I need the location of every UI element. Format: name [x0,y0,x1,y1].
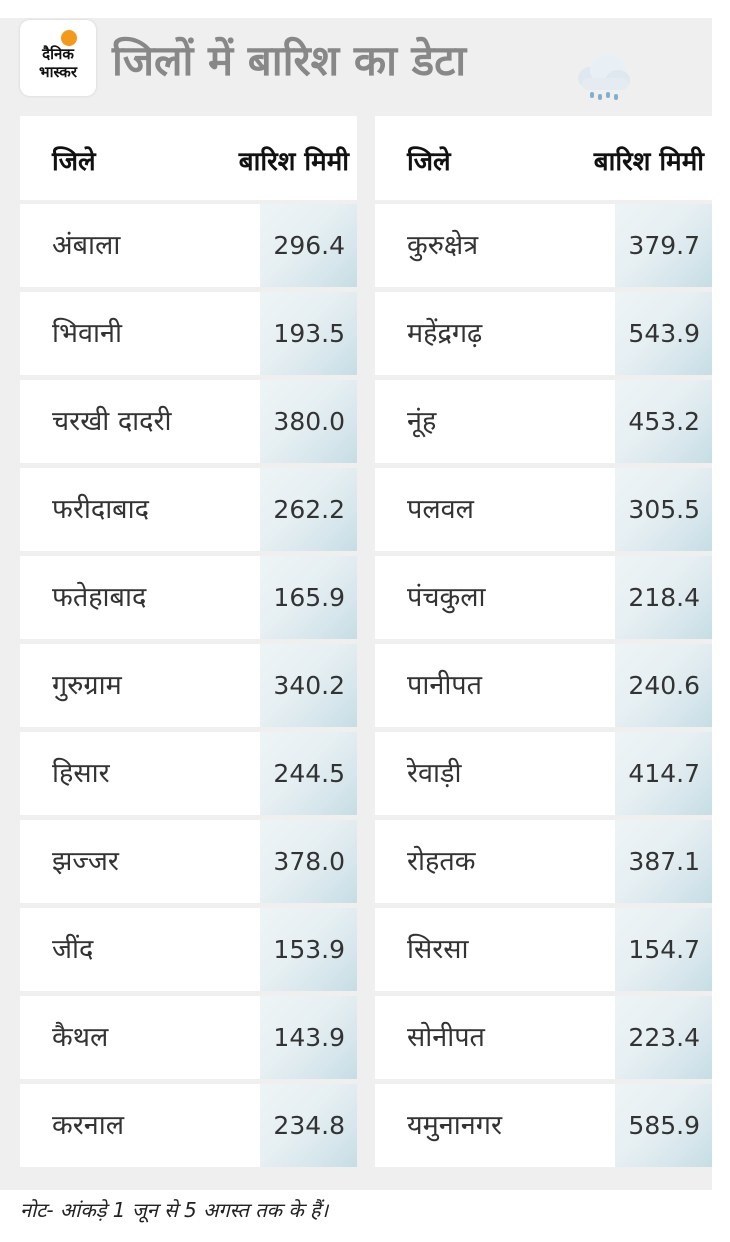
district-name: सोनीपत [407,1022,485,1053]
district-name: पानीपत [407,670,483,701]
table-row: सोनीपत 223.4 [375,996,712,1079]
rainfall-value: 296.4 [260,204,357,287]
rainfall-value: 153.9 [260,908,357,991]
header-district: जिले [407,147,451,177]
district-name: जींद [52,934,94,965]
district-name: झज्जर [52,846,119,877]
rainfall-value: 378.0 [260,820,357,903]
header-rainfall: बारिश मिमी [238,147,349,177]
footnote: नोट- आंकड़े 1 जून से 5 अगस्त तक के हैं। [20,1198,329,1222]
rainfall-value: 379.7 [615,204,712,287]
rainfall-value: 380.0 [260,380,357,463]
district-name: नूंह [407,406,437,437]
rainfall-value: 240.6 [615,644,712,727]
table-header-row: जिले बारिश मिमी [20,116,357,200]
table-row: पलवल 305.5 [375,468,712,551]
rainfall-value: 218.4 [615,556,712,639]
district-name: अंबाला [52,230,121,261]
table-row: फतेहाबाद 165.9 [20,556,357,639]
rainfall-value: 154.7 [615,908,712,991]
rainfall-value: 262.2 [260,468,357,551]
district-name: कैथल [52,1022,109,1053]
table-row: करनाल 234.8 [20,1084,357,1167]
district-name: सिरसा [407,934,469,965]
rainfall-value: 244.5 [260,732,357,815]
district-name: भिवानी [52,318,122,349]
table-row: झज्जर 378.0 [20,820,357,903]
table-row: हिसार 244.5 [20,732,357,815]
district-name: रोहतक [407,846,476,877]
district-name: हिसार [52,758,110,789]
district-name: चरखी दादरी [52,406,172,437]
table-row: कुरुक्षेत्र 379.7 [375,204,712,287]
table-row: पानीपत 240.6 [375,644,712,727]
rainfall-value: 585.9 [615,1084,712,1167]
district-name: फतेहाबाद [52,582,147,613]
table-row: जींद 153.9 [20,908,357,991]
table-header-row: जिले बारिश मिमी [375,116,712,200]
rainfall-value: 143.9 [260,996,357,1079]
header-district: जिले [52,147,96,177]
rainfall-value: 165.9 [260,556,357,639]
rainfall-value: 305.5 [615,468,712,551]
logo-sun-icon [61,30,77,46]
table-row: यमुनानगर 585.9 [375,1084,712,1167]
district-name: पंचकुला [407,582,486,613]
district-name: रेवाड़ी [407,758,462,789]
rainfall-value: 340.2 [260,644,357,727]
table-row: चरखी दादरी 380.0 [20,380,357,463]
table-row: फरीदाबाद 262.2 [20,468,357,551]
district-name: महेंद्रगढ़ [407,318,483,349]
table-row: गुरुग्राम 340.2 [20,644,357,727]
table-row: कैथल 143.9 [20,996,357,1079]
logo-text-line1: दैनिक [42,45,74,63]
table-row: सिरसा 154.7 [375,908,712,991]
district-name: फरीदाबाद [52,494,149,525]
rainfall-value: 414.7 [615,732,712,815]
logo-text-line2: भास्कर [39,63,77,81]
header-rainfall: बारिश मिमी [593,147,704,177]
district-name: गुरुग्राम [52,670,122,701]
table-row: रेवाड़ी 414.7 [375,732,712,815]
rainfall-value: 453.2 [615,380,712,463]
rainfall-value: 193.5 [260,292,357,375]
page-title: जिलों में बारिश का डेटा [112,36,467,85]
header: दैनिक भास्कर जिलों में बारिश का डेटा [0,18,712,118]
rainfall-value: 387.1 [615,820,712,903]
district-name: करनाल [52,1110,125,1141]
rainfall-value: 543.9 [615,292,712,375]
district-name: यमुनानगर [407,1110,503,1141]
rainfall-value: 234.8 [260,1084,357,1167]
table-row: भिवानी 193.5 [20,292,357,375]
table-row: रोहतक 387.1 [375,820,712,903]
rainfall-value: 223.4 [615,996,712,1079]
district-name: कुरुक्षेत्र [407,230,479,261]
table-row: महेंद्रगढ़ 543.9 [375,292,712,375]
district-name: पलवल [407,494,474,525]
dainik-bhaskar-logo: दैनिक भास्कर [20,20,96,96]
cloud-rain-icon [578,54,630,100]
table-row: पंचकुला 218.4 [375,556,712,639]
table-row: अंबाला 296.4 [20,204,357,287]
table-row: नूंह 453.2 [375,380,712,463]
